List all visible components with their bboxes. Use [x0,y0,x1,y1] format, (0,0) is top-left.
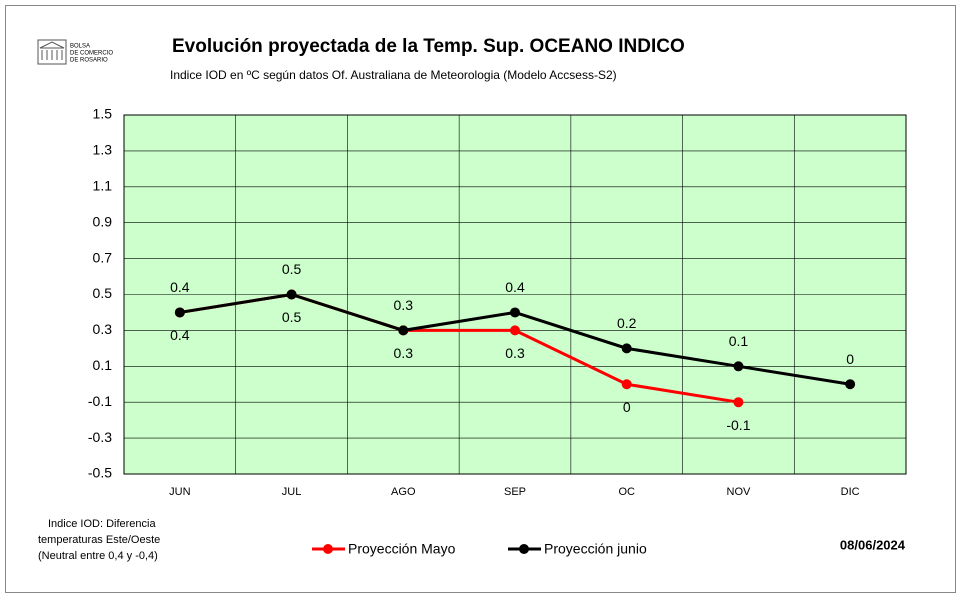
y-tick-label: -0.5 [88,465,112,481]
legend-marker [323,544,333,554]
legend-marker [519,544,529,554]
x-tick-label: OC [618,486,635,498]
point [733,397,744,408]
logo-text: DE ROSARIO [70,58,108,64]
point [510,325,520,336]
point [621,379,632,390]
point [733,361,744,372]
point [174,307,185,318]
y-tick-label: 0.5 [93,285,113,301]
x-tick-label: DIC [841,486,860,498]
point [398,325,409,336]
x-tick-label: SEP [504,486,526,498]
legend-label: Proyección junio [544,541,647,557]
logo-text: BOLSA [70,44,90,50]
y-tick-label: 1.3 [93,142,113,158]
chart-title: Evolución proyectada de la Temp. Sup. OC… [172,36,685,57]
x-tick-label: JUL [282,486,302,498]
x-tick-label: JUN [169,486,190,498]
y-tick-label: 0.1 [93,357,113,373]
y-tick-label: -0.1 [88,393,112,409]
note: Indice IOD: Diferencia [48,518,156,530]
data-label: -0.1 [726,417,750,433]
data-label: 0.3 [394,345,414,361]
data-label: 0 [623,399,631,415]
logo-text: DE COMERCIO [70,51,113,57]
y-tick-label: 0.7 [93,249,113,265]
point [286,289,297,300]
data-label: 0.5 [282,309,302,325]
data-label: 0.4 [170,279,190,295]
data-label: 0.3 [505,345,525,361]
note: (Neutral entre 0,4 y -0,4) [38,550,158,562]
point [621,343,632,354]
logo-columns [39,41,65,60]
point [510,307,520,318]
y-tick-label: -0.3 [88,429,112,445]
data-label: 0 [846,351,854,367]
data-label: 0.5 [282,261,302,277]
chart-subtitle: Indice IOD en ºC según datos Of. Austral… [170,68,617,82]
data-label: 0.4 [170,327,190,343]
y-tick-label: 0.9 [93,213,113,229]
logo: BOLSA DE COMERCIO DE ROSARIO [37,39,113,65]
y-tick-label: 1.5 [93,106,113,122]
date: 08/06/2024 [840,537,906,552]
y-tick-label: 0.3 [93,321,113,337]
data-label: 0.1 [729,333,749,349]
y-tick-label: 1.1 [93,178,113,194]
data-label: 0.3 [394,297,414,313]
legend-label: Proyección Mayo [348,541,456,557]
data-label: 0.4 [505,279,525,295]
x-tick-label: NOV [727,486,752,498]
x-tick-label: AGO [391,486,416,498]
point [845,379,856,390]
note: temperaturas Este/Oeste [38,534,160,546]
data-label: 0.2 [617,315,637,331]
